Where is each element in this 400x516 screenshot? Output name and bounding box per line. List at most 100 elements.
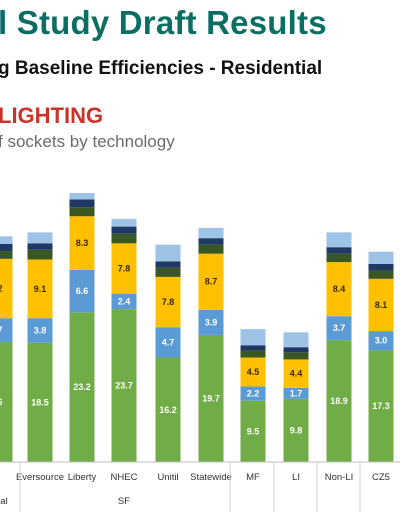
green-segment (368, 350, 394, 462)
light-blue-segment (240, 329, 266, 346)
data-label: 17.3 (372, 401, 390, 411)
blue-segment (283, 387, 309, 399)
data-label: 6.6 (76, 286, 89, 296)
light-blue-segment (198, 227, 224, 239)
navy-segment (111, 226, 137, 234)
category-label: Unitil (157, 472, 178, 483)
data-label: 9.1 (34, 284, 47, 294)
navy-segment (283, 347, 309, 353)
yellow-segment (198, 253, 224, 310)
light-blue-segment (27, 232, 53, 244)
category-label: Liberty (68, 472, 97, 483)
data-label: 2.2 (247, 389, 260, 399)
dark-green-segment (27, 249, 53, 260)
light-blue-segment (111, 218, 137, 227)
blue-segment (155, 327, 181, 358)
green-segment (283, 398, 309, 462)
dark-green-segment (155, 267, 181, 277)
green-segment (155, 357, 181, 462)
dark-green-segment (111, 233, 137, 244)
data-label: 8.4 (333, 284, 346, 294)
light-blue-segment (155, 244, 181, 262)
green-segment (326, 340, 352, 462)
data-label: 3.9 (205, 317, 218, 327)
data-label: 8.3 (76, 238, 89, 248)
light-blue-segment (0, 236, 13, 244)
yellow-segment (326, 262, 352, 317)
navy-segment (27, 243, 53, 250)
blue-segment (69, 269, 95, 313)
page-subtitle: g Baseline Efficiencies - Residential (0, 58, 323, 79)
green-segment (198, 334, 224, 462)
navy-segment (368, 263, 394, 271)
data-label: 9.5 (247, 426, 260, 436)
yellow-segment (155, 276, 181, 328)
navy-segment (155, 261, 181, 268)
green-segment (27, 342, 53, 462)
category-label: Non-LI (325, 472, 354, 483)
data-label: 4.7 (162, 337, 175, 347)
blue-segment (368, 331, 394, 351)
yellow-segment (27, 259, 53, 319)
data-label: 2.4 (118, 296, 131, 306)
navy-segment (0, 243, 13, 252)
dark-green-segment (368, 270, 394, 279)
category-label: CZ5 (372, 472, 390, 483)
blue-segment (111, 293, 137, 310)
blue-segment (198, 309, 224, 335)
data-label: 18.5 (31, 397, 49, 407)
data-label: 7.8 (162, 297, 175, 307)
data-label: 7.8 (118, 264, 131, 274)
data-label: 9.8 (290, 425, 303, 435)
data-label: 4.5 (247, 367, 260, 377)
green-segment (0, 342, 13, 462)
light-blue-segment (283, 332, 309, 348)
data-label: 18.9 (330, 396, 348, 406)
data-label: 4.4 (290, 369, 303, 379)
dark-green-segment (198, 244, 224, 254)
data-label: 3.7 (333, 323, 346, 333)
navy-segment (240, 345, 266, 351)
dark-green-segment (326, 253, 352, 263)
blue-segment (326, 316, 352, 341)
dark-green-segment (69, 207, 95, 217)
data-label: 1.7 (290, 388, 303, 398)
category-label: NHEC (111, 472, 138, 483)
light-blue-segment (368, 251, 394, 264)
dark-green-segment (283, 352, 309, 360)
navy-segment (69, 199, 95, 208)
data-label: 8.1 (375, 300, 388, 310)
green-segment (240, 400, 266, 462)
data-label: 3.0 (375, 336, 388, 346)
category-label: LI (292, 472, 300, 483)
light-blue-segment (69, 193, 95, 200)
category-label: Eversource (16, 472, 64, 483)
light-blue-segment (326, 232, 352, 248)
stacked-bar-chart: 6 7 2 18.5 3.8 9.1 23.2 6.6 8.3 23.7 2.4 7.8 16.2 4.7… (0, 193, 400, 512)
page-title: l Study Draft Results (0, 4, 327, 41)
blue-segment (27, 318, 53, 343)
data-label: 23.7 (115, 381, 133, 391)
data-label: 7 (0, 325, 3, 335)
group-label: SF (118, 496, 130, 507)
yellow-segment (240, 357, 266, 387)
dark-green-segment (0, 251, 13, 259)
data-label: 3.8 (34, 325, 47, 335)
data-label: 8.7 (205, 277, 218, 287)
category-label: MF (246, 472, 260, 483)
category-label: Statewide (190, 472, 232, 483)
yellow-segment (111, 243, 137, 294)
data-label: 2 (0, 283, 3, 293)
yellow-segment (0, 258, 13, 319)
data-label: 19.7 (202, 393, 220, 403)
navy-segment (326, 247, 352, 254)
data-label: 6 (0, 397, 3, 407)
blue-segment (240, 386, 266, 401)
data-label: 23.2 (73, 382, 91, 392)
yellow-segment (69, 216, 95, 270)
yellow-segment (283, 359, 309, 388)
section-title: LIGHTING (0, 103, 104, 128)
group-label: al (0, 496, 7, 507)
green-segment (69, 312, 95, 462)
dark-green-segment (240, 350, 266, 358)
